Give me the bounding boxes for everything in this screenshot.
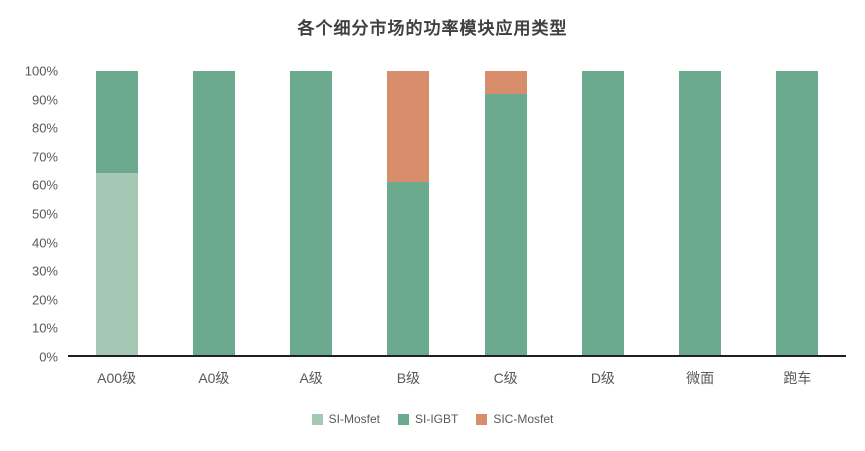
bar-A0级 xyxy=(192,71,235,355)
chart-title: 各个细分市场的功率模块应用类型 xyxy=(297,19,568,38)
y-axis-label: 100% xyxy=(24,63,58,79)
bar-D级 xyxy=(581,71,624,355)
y-axis-label: 0% xyxy=(39,349,58,365)
bar-slot xyxy=(263,71,360,355)
bar-A级 xyxy=(290,71,333,355)
bar-slot xyxy=(749,71,846,355)
x-axis-label: C级 xyxy=(493,370,518,386)
x-axis-label: A级 xyxy=(299,370,323,386)
bar-slot xyxy=(652,71,749,355)
bar-segment-SIC-Mosfet xyxy=(387,71,430,182)
bar-slot xyxy=(360,71,457,355)
bar-segment-SI-IGBT xyxy=(776,71,819,355)
x-axis: A00级 A0级 A级 B级 C级 D级 微面 跑车 xyxy=(68,368,846,388)
legend-label: SIC-Mosfet xyxy=(493,412,554,426)
bar-跑车 xyxy=(776,71,819,355)
bar-segment-SIC-Mosfet xyxy=(484,71,527,94)
y-axis-label: 30% xyxy=(31,263,58,279)
bar-B级 xyxy=(387,71,430,355)
bar-C级 xyxy=(484,71,527,355)
legend-swatch xyxy=(476,413,488,425)
x-axis-label: 跑车 xyxy=(783,370,812,386)
bar-slot xyxy=(554,71,651,355)
legend-item-SI-Mosfet: SI-Mosfet xyxy=(311,412,380,426)
bar-slot xyxy=(165,71,262,355)
bar-segment-SI-IGBT xyxy=(192,71,235,355)
x-axis-label: B级 xyxy=(396,370,421,386)
y-axis: 0% 10% 20% 30% 40% 50% 60% 70% 80% 90% 100% xyxy=(8,64,58,365)
x-axis-label: 微面 xyxy=(686,370,715,386)
y-axis-label: 80% xyxy=(31,120,58,136)
bar-微面 xyxy=(679,71,722,355)
bar-slot xyxy=(457,71,554,355)
y-axis-label: 50% xyxy=(31,206,58,222)
bar-segment-SI-IGBT xyxy=(484,93,527,355)
legend-label: SI-IGBT xyxy=(415,412,459,426)
legend-swatch xyxy=(311,413,323,425)
x-axis-label: D级 xyxy=(590,370,615,386)
legend-label: SI-Mosfet xyxy=(328,412,380,426)
x-axis-label: A0级 xyxy=(198,370,230,386)
legend-swatch xyxy=(398,413,409,425)
legend-item-SIC-Mosfet: SIC-Mosfet xyxy=(476,412,553,426)
bar-segment-SI-IGBT xyxy=(387,181,430,355)
bar-segment-SI-IGBT xyxy=(290,71,333,355)
x-axis-label: A00级 xyxy=(97,370,137,386)
y-axis-label: 90% xyxy=(31,92,58,108)
bar-segment-SI-IGBT xyxy=(679,71,722,355)
bar-segment-SI-Mosfet xyxy=(95,173,138,355)
bar-segment-SI-IGBT xyxy=(581,71,624,355)
bar-slot xyxy=(68,71,165,355)
plot-area xyxy=(68,71,846,357)
legend-item-SI-IGBT: SI-IGBT xyxy=(398,412,458,426)
bar-A00级 xyxy=(95,71,138,355)
y-axis-label: 20% xyxy=(31,292,58,308)
bar-segment-SI-IGBT xyxy=(95,71,138,174)
y-axis-label: 60% xyxy=(31,177,58,193)
legend: SI-Mosfet SI-IGBT SIC-Mosfet xyxy=(0,412,865,426)
y-axis-label: 40% xyxy=(31,235,58,251)
y-axis-label: 70% xyxy=(31,149,58,165)
y-axis-label: 10% xyxy=(31,320,58,336)
